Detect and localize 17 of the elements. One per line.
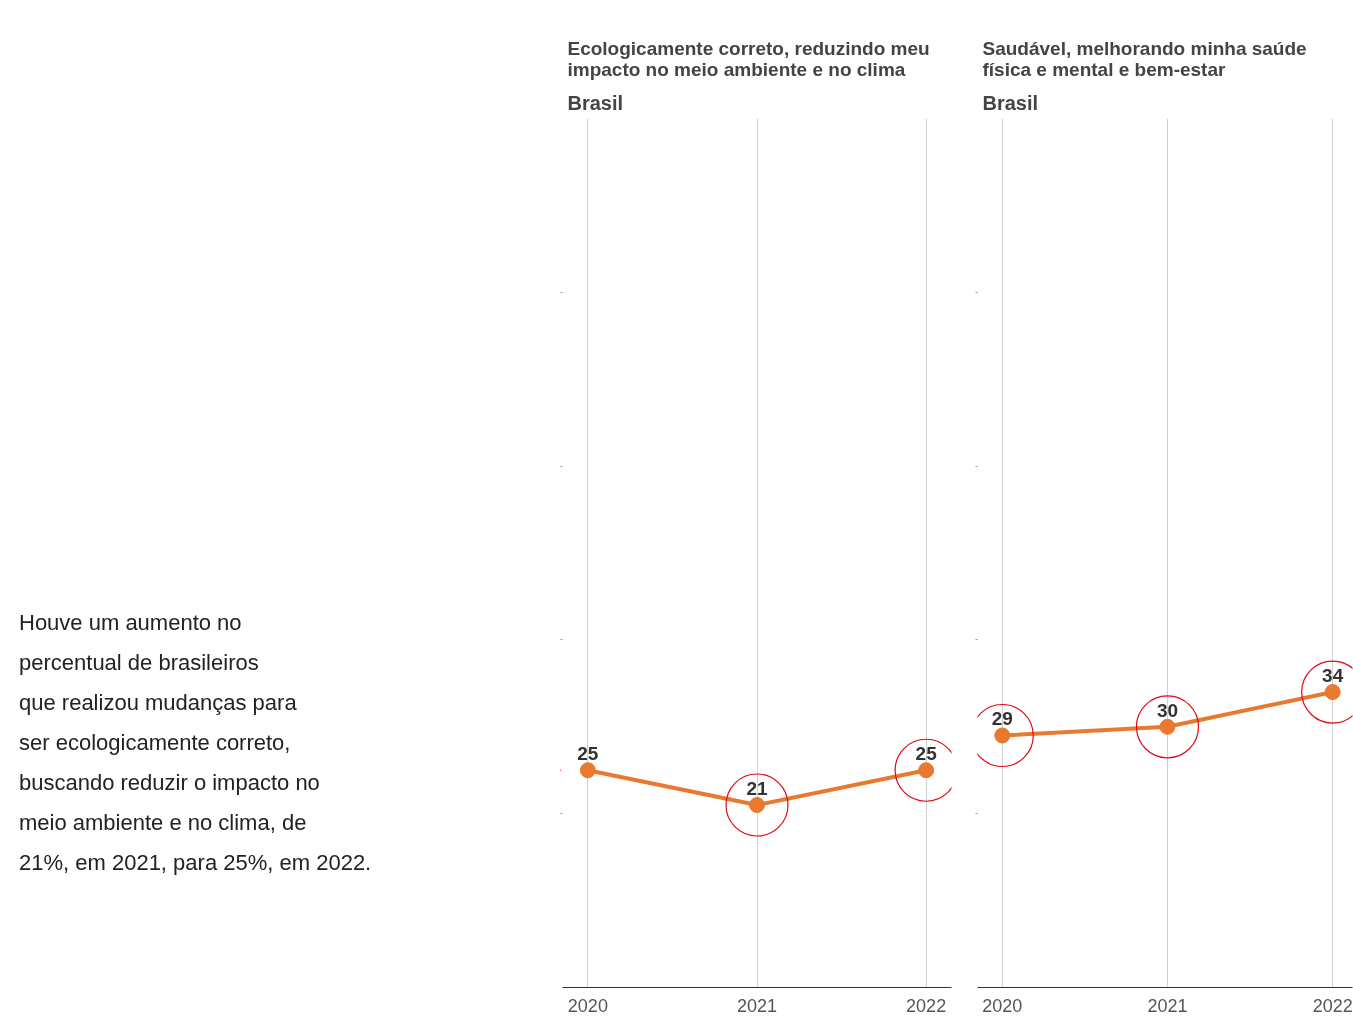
x-tick-label: 2021 — [1147, 995, 1188, 1016]
chart-subtitle: Brasil — [567, 91, 624, 114]
data-label: 30 — [1156, 699, 1179, 721]
chart-subtitle: Brasil — [982, 91, 1039, 114]
x-tick-label: 2020 — [567, 995, 608, 1016]
x-tick-label: 2020 — [982, 995, 1023, 1016]
x-tick-label: 2022 — [1312, 995, 1353, 1016]
data-label: 21 — [746, 778, 768, 800]
text: Houve um aumento no percentual de brasileiros que realizou mudanças para ser ecologicamente correto, buscando reduzir o impacto no meio ambiente e no clima, de 21%, em 2021, para 25%, em 2022. — [19, 609, 372, 877]
data-label: 25 — [577, 743, 599, 765]
x-tick-label: 2021 — [736, 995, 778, 1016]
data-label: 29 — [991, 708, 1013, 730]
chart-title: Ecologicamente correto, reduzindo meu impacto no meio ambiente e no clima — [567, 37, 930, 80]
x-tick-label: 2022 — [906, 995, 947, 1016]
data-label: 25 — [915, 743, 938, 765]
data-label: 34 — [1322, 665, 1344, 687]
chart-title: Saudável, melhorando minha saúde física e mental e bem-estar — [982, 37, 1307, 80]
